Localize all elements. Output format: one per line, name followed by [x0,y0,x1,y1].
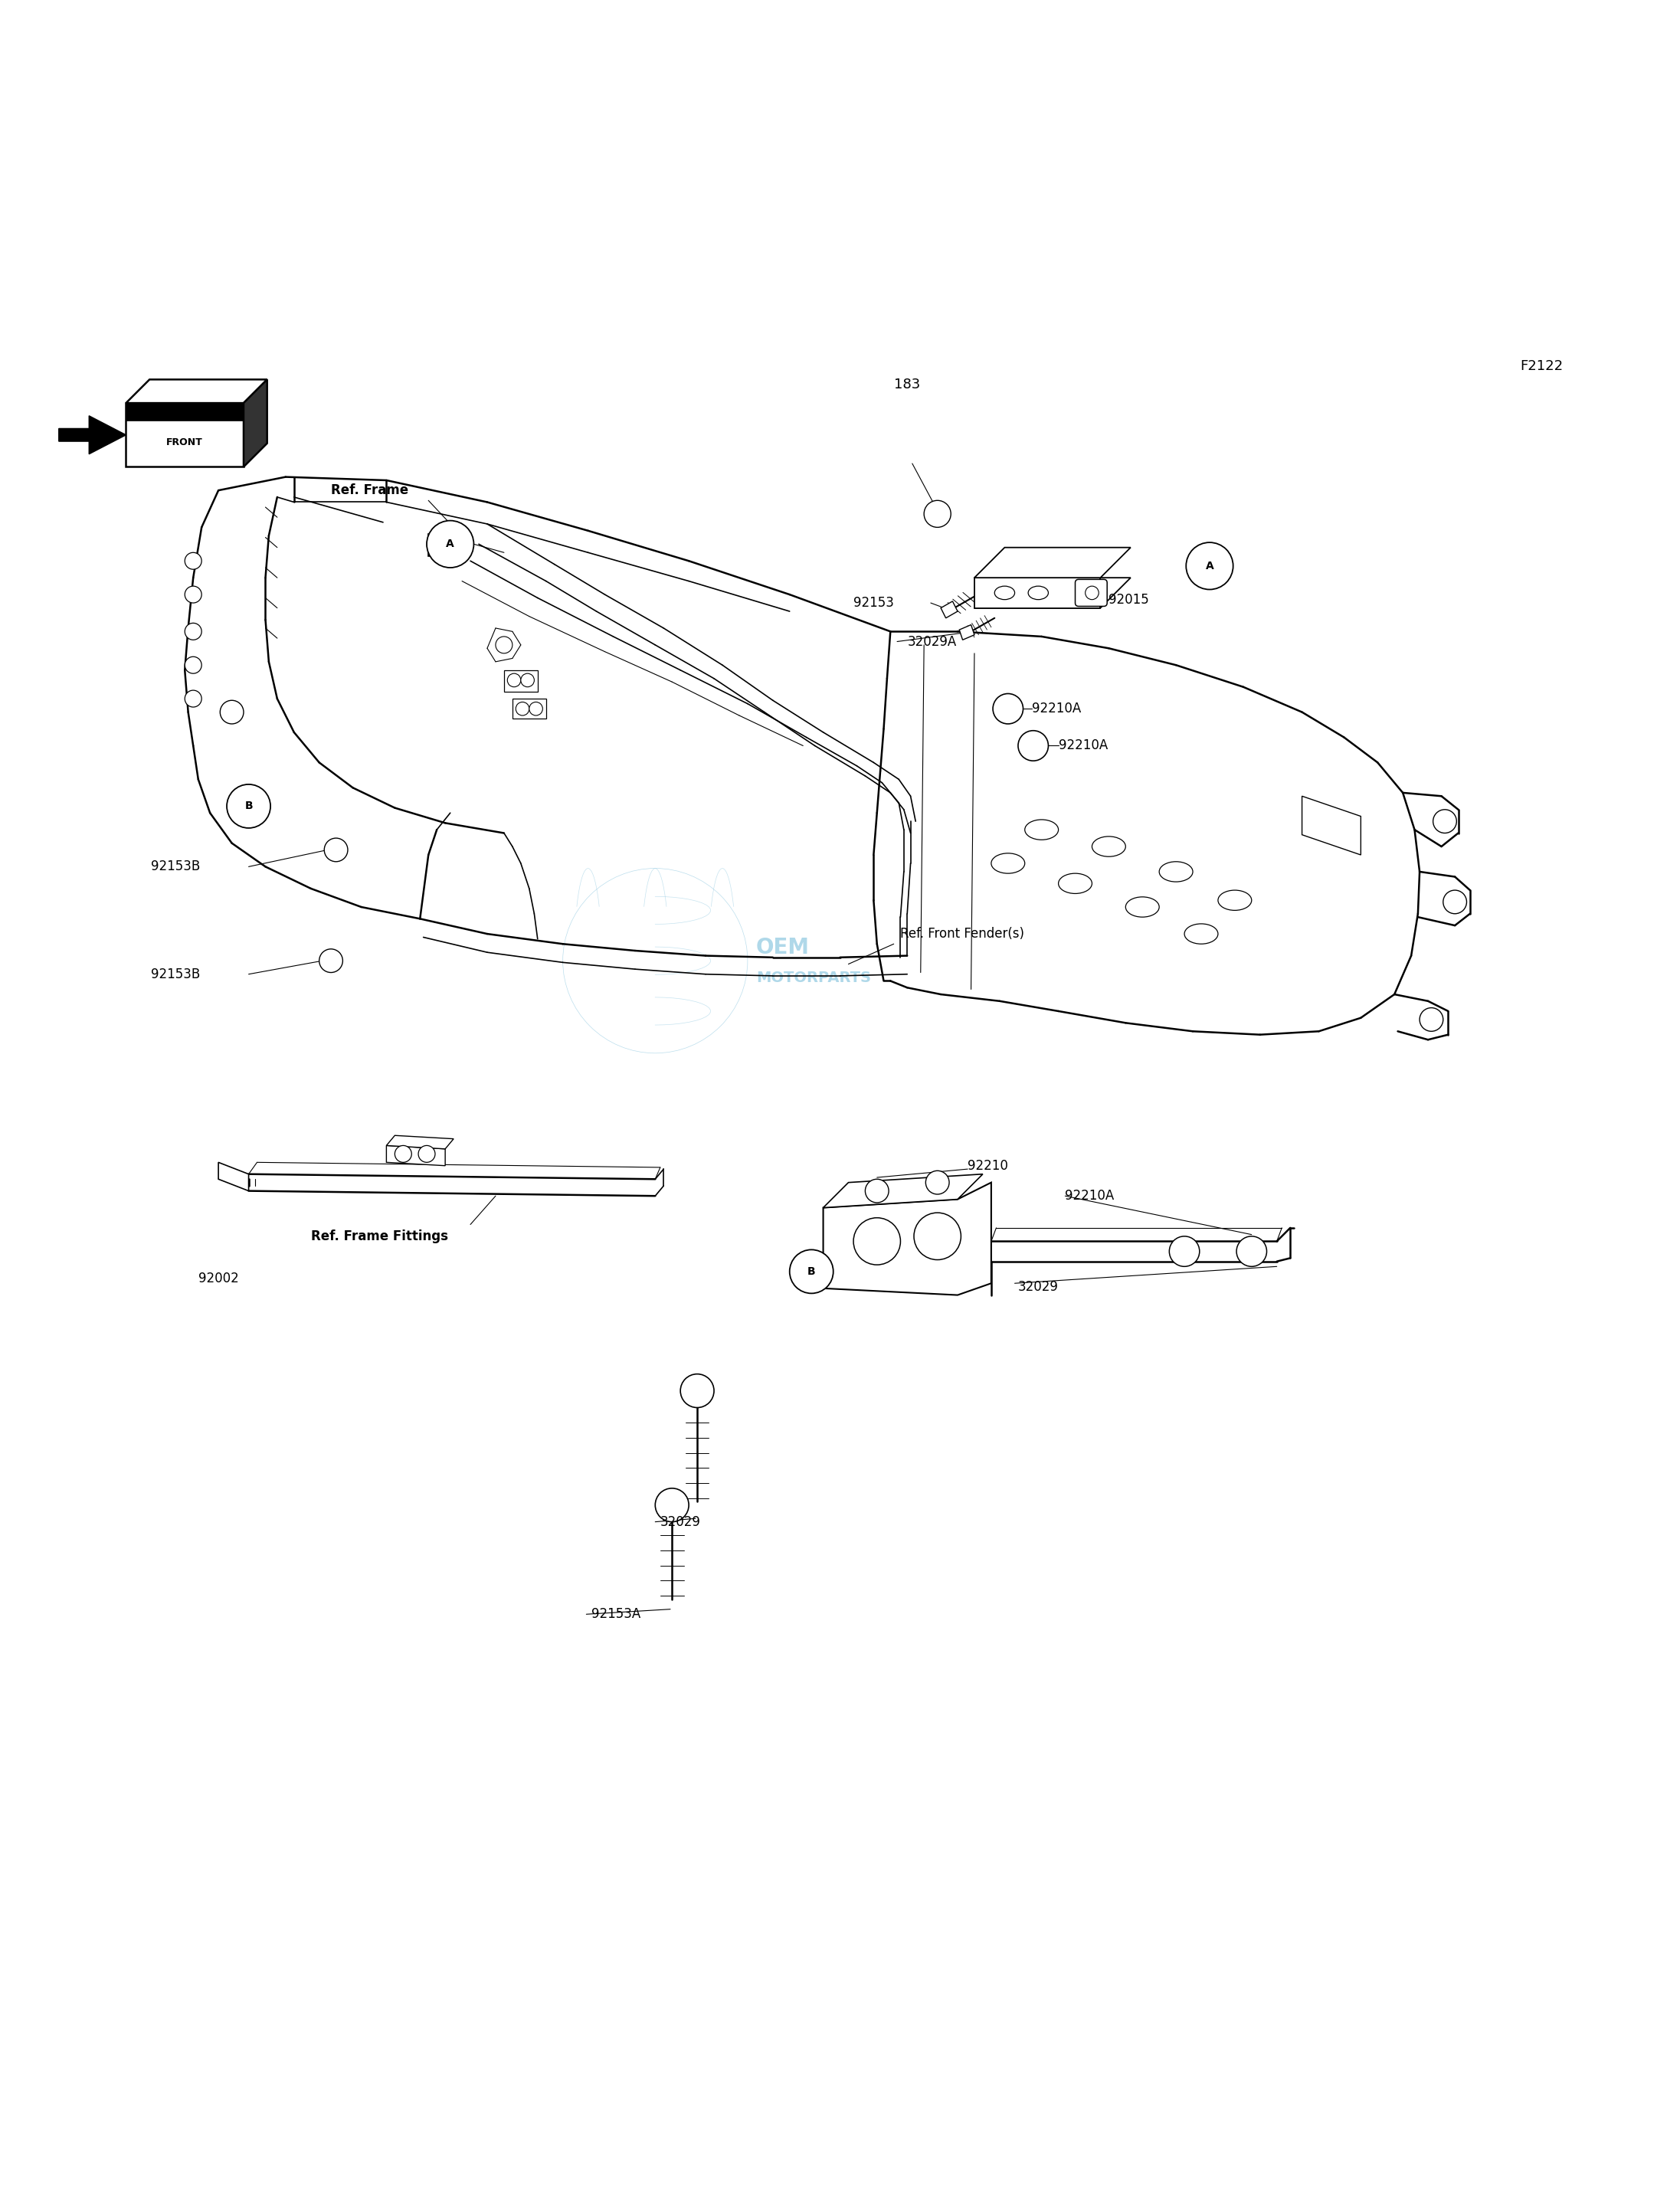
Circle shape [324,837,348,861]
Circle shape [680,1373,714,1408]
Circle shape [1420,1008,1443,1030]
Polygon shape [428,534,462,556]
Circle shape [1433,808,1457,833]
Circle shape [430,536,444,549]
Circle shape [1443,890,1467,914]
Circle shape [185,624,202,639]
Polygon shape [218,1162,249,1191]
Ellipse shape [1058,874,1092,894]
Text: Ref. Front Fender(s): Ref. Front Fender(s) [900,927,1025,940]
Circle shape [924,501,951,527]
Circle shape [185,690,202,707]
Polygon shape [59,415,126,455]
Circle shape [1186,543,1233,589]
Circle shape [655,1487,689,1523]
Text: B: B [245,802,252,811]
Polygon shape [974,578,1131,609]
Text: 92002: 92002 [198,1272,239,1285]
Circle shape [521,674,534,688]
Circle shape [496,637,512,653]
Circle shape [185,587,202,602]
Text: 92015: 92015 [1109,593,1149,606]
Circle shape [516,703,529,716]
Circle shape [395,1145,412,1162]
Polygon shape [244,380,267,466]
Text: 32029: 32029 [660,1516,701,1529]
Ellipse shape [1218,890,1252,910]
Ellipse shape [1025,819,1058,839]
Circle shape [1236,1237,1267,1265]
Text: 92210A: 92210A [1032,701,1080,716]
Circle shape [865,1180,889,1202]
Circle shape [185,551,202,569]
Ellipse shape [1126,896,1159,916]
Ellipse shape [1184,923,1218,945]
Text: Ref. Frame Fittings: Ref. Frame Fittings [311,1230,449,1244]
Circle shape [227,784,270,828]
Polygon shape [974,578,1100,609]
Text: B: B [808,1265,815,1276]
Circle shape [993,694,1023,723]
Circle shape [914,1213,961,1259]
Text: OEM: OEM [756,936,810,958]
Circle shape [319,949,343,973]
Circle shape [926,1171,949,1195]
Text: Ref. Frame: Ref. Frame [331,483,408,497]
Text: 92153B: 92153B [151,967,200,982]
Text: MOTORPARTS: MOTORPARTS [756,971,870,984]
Ellipse shape [991,852,1025,874]
Circle shape [529,703,543,716]
Circle shape [220,701,244,723]
Text: 32029A: 32029A [907,635,956,648]
Ellipse shape [1028,587,1048,600]
Circle shape [1085,587,1099,600]
Circle shape [507,674,521,688]
Circle shape [1018,732,1048,760]
Text: F2122: F2122 [1520,358,1564,373]
Circle shape [790,1250,833,1294]
Circle shape [853,1217,900,1265]
Polygon shape [504,670,538,692]
Polygon shape [941,602,958,617]
Text: 92153A: 92153A [591,1608,640,1621]
Polygon shape [386,1145,445,1167]
Circle shape [427,521,474,567]
Ellipse shape [1159,861,1193,881]
Polygon shape [126,380,267,402]
Text: 92210: 92210 [968,1158,1008,1173]
Circle shape [185,657,202,674]
Text: A: A [447,538,454,549]
Circle shape [418,1145,435,1162]
Text: 32029: 32029 [1018,1281,1058,1294]
Text: 183: 183 [894,378,921,391]
Text: 92153B: 92153B [151,859,200,874]
Circle shape [447,540,460,554]
Polygon shape [126,402,244,422]
Polygon shape [959,624,974,639]
Text: 92153: 92153 [853,595,894,611]
FancyBboxPatch shape [1075,580,1107,606]
Text: A: A [1206,560,1213,571]
Polygon shape [512,699,546,718]
Polygon shape [386,1136,454,1149]
Polygon shape [823,1182,991,1294]
Circle shape [1169,1237,1200,1265]
Polygon shape [823,1173,983,1208]
Ellipse shape [995,587,1015,600]
Polygon shape [974,547,1131,578]
Text: 92210A: 92210A [1058,738,1107,754]
Ellipse shape [1092,837,1126,857]
Text: 92210A: 92210A [1065,1189,1114,1202]
Polygon shape [126,402,244,466]
Text: FRONT: FRONT [166,437,203,448]
Polygon shape [1302,795,1361,855]
